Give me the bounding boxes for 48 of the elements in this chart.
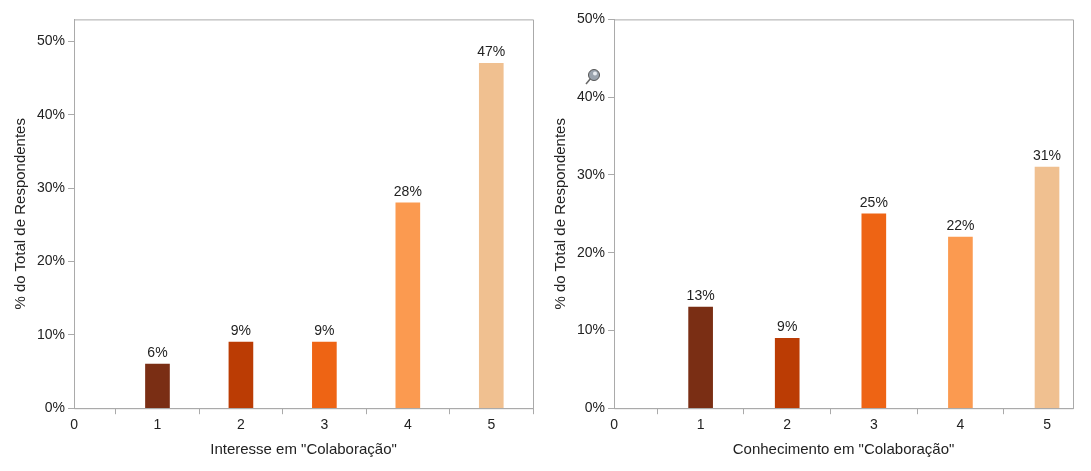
y-tick-label: 50% (36, 32, 66, 49)
y-tick-label: 20% (36, 252, 66, 269)
x-tick-label: 3 (320, 416, 329, 433)
x-tick-label: 4 (403, 416, 412, 433)
data-label: 25% (859, 193, 888, 210)
x-tick-label: 5 (1043, 416, 1052, 433)
data-label: 31% (1033, 147, 1062, 163)
data-label: 13% (686, 286, 715, 303)
x-axis-title: Interesse em "Colaboração" (210, 440, 397, 458)
y-tick-label: 20% (576, 243, 606, 260)
data-label: 22% (946, 216, 975, 233)
x-tick-label: 0 (70, 416, 79, 433)
x-tick-label: 2 (237, 416, 246, 433)
bar (145, 363, 170, 409)
x-tick-label: 2 (783, 416, 792, 433)
bar (312, 341, 337, 409)
y-tick-label: 30% (36, 178, 66, 195)
bar (228, 341, 254, 409)
x-tick-label: 1 (153, 416, 162, 433)
y-tick-label: 40% (576, 88, 606, 105)
x-tick-label: 1 (696, 416, 705, 433)
x-tick-label: 0 (610, 416, 619, 433)
bar (861, 213, 887, 409)
data-label: 9% (230, 322, 252, 339)
y-tick-label: 40% (36, 105, 66, 122)
y-tick-label: 50% (576, 10, 606, 27)
y-tick-label: 10% (576, 321, 606, 338)
y-tick-label: 30% (576, 165, 606, 182)
y-tick-label: 0% (44, 399, 66, 416)
bar (395, 202, 421, 409)
x-tick-label: 4 (956, 416, 965, 433)
y-tick-label: 10% (36, 325, 66, 342)
data-label: 47% (477, 43, 506, 60)
data-label: 9% (314, 322, 335, 339)
bar (948, 236, 973, 409)
y-axis-title: % do Total de Respondentes (11, 118, 29, 310)
bar (478, 63, 504, 409)
x-axis-title: Conhecimento em "Colaboração" (732, 440, 955, 458)
bar (688, 306, 713, 409)
y-tick-label: 0% (584, 399, 606, 416)
x-tick-label: 5 (487, 416, 496, 433)
bar (774, 337, 800, 409)
data-label: 28% (393, 182, 422, 199)
data-label: 9% (777, 318, 798, 335)
bar (1034, 166, 1060, 409)
data-label: 6% (147, 344, 168, 361)
y-axis-title: % do Total de Respondentes (551, 118, 569, 310)
x-tick-label: 3 (869, 416, 878, 433)
